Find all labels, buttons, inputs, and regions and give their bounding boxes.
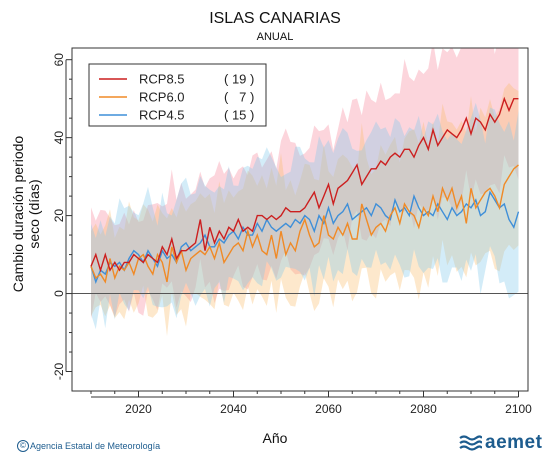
y-tick-label: 20 [52,209,66,223]
y-tick-label: -20 [52,363,66,381]
x-tick-label: 2100 [505,402,532,416]
legend-label: RCP4.5 [139,108,185,123]
y-tick-label: 40 [52,131,66,145]
aemet-logo-icon [459,435,482,451]
legend-label: RCP6.0 [139,90,185,105]
legend-count: ( 15 ) [224,108,254,123]
credit-text: Agencia Estatal de Meteorología [30,441,161,451]
chart-title: ISLAS CANARIAS [209,10,341,27]
legend-count: ( 19 ) [224,72,254,87]
series-line-rcp60 [90,164,519,284]
uncertainty-band-rcp60 [91,82,519,337]
plot-frame [71,47,529,392]
y-tick-label: 0 [52,290,66,297]
legend-count: ( 7 ) [224,90,254,105]
x-tick-label: 2080 [410,402,437,416]
x-tick-label: 2060 [315,402,342,416]
series-line-rcp85 [90,96,519,273]
aemet-logo-text: aemet [485,432,543,453]
uncertainty-band-rcp85 [91,48,519,319]
x-axis-label: Año [262,430,288,446]
series-line-rcp45 [90,190,520,284]
copyright-icon: © [17,440,29,452]
x-tick-label: 2020 [125,402,152,416]
chart-subtitle: ANUAL [256,31,294,43]
aemet-logo: aemet [458,432,542,454]
y-axis-label: Cambio duración periodo seco (días) [10,135,42,293]
y-tick-label: 60 [52,53,66,67]
legend-label: RCP8.5 [139,72,185,87]
x-tick-label: 2040 [220,402,247,416]
